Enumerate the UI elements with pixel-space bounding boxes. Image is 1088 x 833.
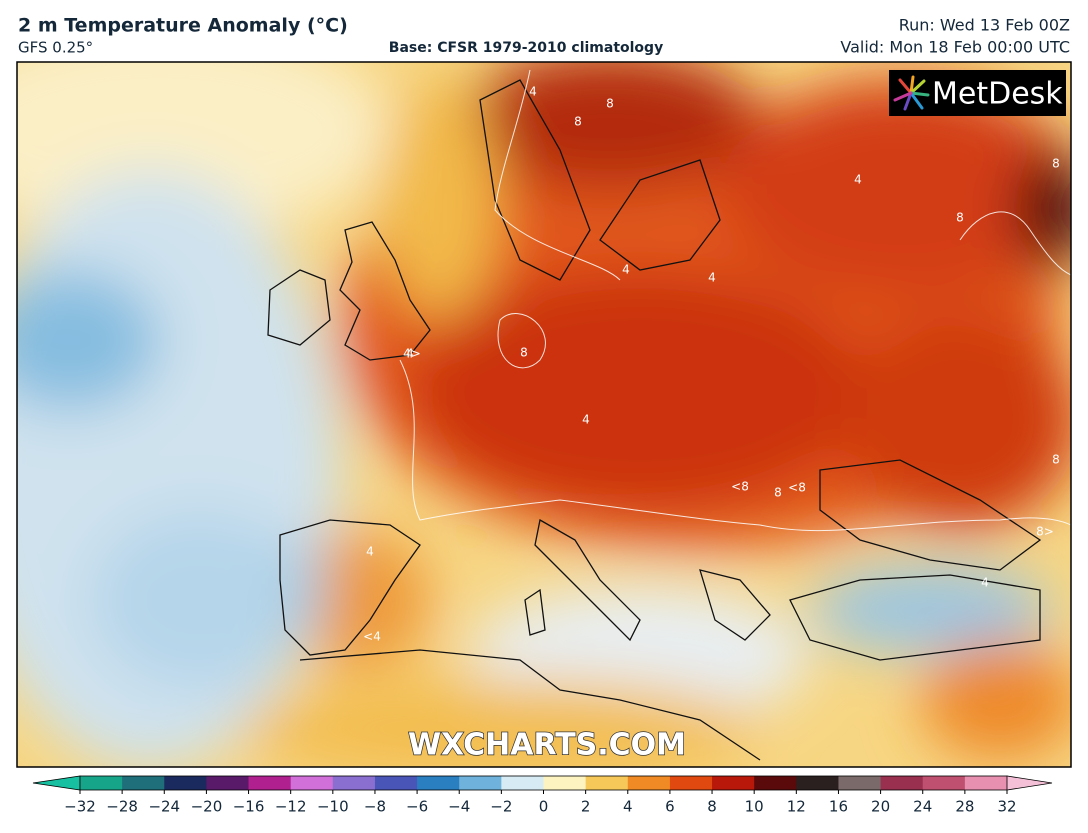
colorbar-segment (374, 776, 418, 790)
colorbar-tick-label: −12 (275, 798, 307, 816)
contour-label: 8 (606, 97, 614, 111)
colorbar-tick-label: 12 (787, 798, 806, 816)
colorbar-segment (627, 776, 671, 790)
contour-label: 4 (981, 576, 989, 590)
colorbar-under (32, 775, 81, 791)
colorbar-segment (964, 776, 1008, 790)
colorbar-tick-label: 24 (913, 798, 932, 816)
colorbar-tick-label: 4 (623, 798, 633, 816)
contour-label: 8 (574, 115, 582, 129)
contour-label: <8 (788, 481, 806, 495)
colorbar-segment (122, 776, 165, 790)
base: Base: CFSR 1979-2010 climatology (389, 40, 663, 56)
watermark: WXCHARTS.COM (408, 728, 686, 763)
colorbar-tick-label: 28 (955, 798, 974, 816)
contour-label: 4 (529, 85, 537, 99)
contour-label: 4 (622, 263, 630, 277)
contour-label: 4 (366, 545, 374, 559)
contour-label: 8 (520, 346, 528, 360)
colorbar-over (1006, 775, 1053, 791)
colorbar-segment (838, 776, 882, 790)
logo-text: MetDesk (932, 77, 1063, 112)
title: 2 m Temperature Anomaly (°C) (18, 15, 348, 37)
contour-label: <4 (363, 630, 381, 644)
colorbar-segment (754, 776, 797, 790)
colorbar-tick-label: −10 (317, 798, 349, 816)
contour-label: 4 (406, 347, 414, 361)
contour-label: 8 (1052, 157, 1060, 171)
colorbar-tick-label: −16 (233, 798, 265, 816)
contour-label: 4 (582, 413, 590, 427)
colorbar-tick-label: 10 (745, 798, 764, 816)
colorbar-tick-label: −2 (490, 798, 512, 816)
colorbar-segment (712, 776, 755, 790)
map: 8 8 4 8 8 8 <8 8 <8 8 4 4 4 4 4 4 <4 4> 8> 4 MetDesk WXCHAR… (17, 62, 1071, 767)
coastlines (267, 79, 1042, 761)
colorbar-segment (543, 776, 587, 790)
colorbar-segment (332, 776, 376, 790)
colorbar-segment (880, 776, 924, 790)
contour-label: 4> (403, 347, 421, 361)
colorbar-tick-label: 6 (665, 798, 675, 816)
model: GFS 0.25° (18, 39, 93, 57)
colorbar-tick-label: 8 (707, 798, 717, 816)
colorbar-segment (164, 776, 207, 790)
colorbar-tick-label: −20 (191, 798, 223, 816)
colorbar-segment (585, 776, 629, 790)
colorbar-tick-label: −24 (148, 798, 180, 816)
map-frame (16, 61, 1072, 768)
logo-icon (893, 75, 930, 111)
colorbar-segment (206, 776, 250, 790)
contour-label: 8 (956, 211, 964, 225)
colorbar-tick-label: −4 (448, 798, 470, 816)
contour-label: 8 (774, 486, 782, 500)
contour-label: 4 (708, 271, 716, 285)
colorbar-segment (922, 776, 966, 790)
colorbar-tick-label: −6 (406, 798, 428, 816)
colorbar-segment (459, 776, 502, 790)
contour-label: 8 (1052, 453, 1060, 467)
colorbar-tick-label: −32 (64, 798, 96, 816)
contour-label: 4 (854, 173, 862, 187)
colorbar-segment (669, 776, 713, 790)
colorbar: −32 −28 −24 −20 −16 −12 −10 −8 −6 −4 −2 0 2 4 6 8 10 12 16… (32, 775, 1053, 816)
colorbar-tick-label: 0 (539, 798, 549, 816)
colorbar-segment (80, 776, 123, 790)
run: Run: Wed 13 Feb 00Z (899, 16, 1070, 35)
colorbar-tick-label: −8 (364, 798, 386, 816)
colorbar-segment (417, 776, 460, 790)
colorbar-tick-label: 20 (871, 798, 890, 816)
valid: Valid: Mon 18 Feb 00:00 UTC (840, 38, 1070, 57)
colorbar-segment (501, 776, 544, 790)
contour-label: <8 (731, 480, 749, 494)
colorbar-tick-label: −28 (106, 798, 138, 816)
colorbar-segment (248, 776, 292, 790)
colorbar-tick-label: 16 (829, 798, 848, 816)
contours (399, 69, 1071, 532)
colorbar-tick-label: 32 (997, 798, 1016, 816)
colorbar-tick-label: 2 (581, 798, 591, 816)
contour-label: 8> (1036, 525, 1054, 539)
colorbar-segment (290, 776, 334, 790)
colorbar-segment (796, 776, 839, 790)
